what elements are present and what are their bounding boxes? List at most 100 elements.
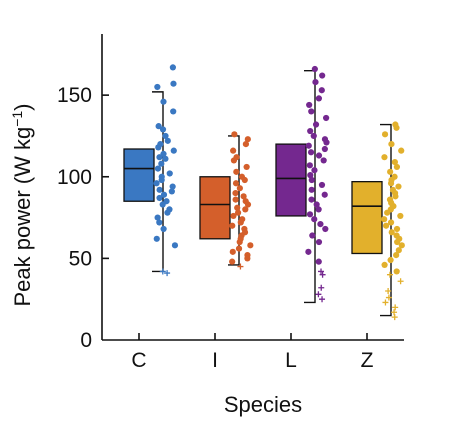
data-point bbox=[306, 162, 313, 169]
data-point bbox=[393, 225, 401, 233]
data-point bbox=[315, 152, 323, 159]
data-point bbox=[311, 65, 318, 73]
box-group-C bbox=[123, 64, 179, 277]
data-point bbox=[156, 186, 163, 193]
data-point bbox=[381, 131, 389, 138]
data-point bbox=[308, 186, 315, 193]
data-point bbox=[243, 163, 250, 171]
data-point bbox=[230, 212, 237, 220]
data-point bbox=[237, 219, 244, 226]
data-point bbox=[307, 127, 314, 135]
data-point bbox=[231, 131, 238, 138]
data-point bbox=[387, 180, 395, 187]
outlier-marker bbox=[385, 288, 392, 295]
data-point bbox=[387, 168, 394, 175]
data-point bbox=[320, 157, 327, 164]
y-axis-title-close: ) bbox=[10, 103, 35, 110]
data-point bbox=[160, 98, 167, 105]
data-point bbox=[395, 183, 402, 190]
data-point bbox=[394, 238, 401, 246]
data-point bbox=[229, 222, 236, 229]
y-tick-label: 100 bbox=[57, 166, 92, 189]
data-point bbox=[322, 225, 329, 233]
data-point bbox=[170, 147, 177, 154]
data-point bbox=[229, 258, 236, 265]
outlier-marker bbox=[318, 268, 325, 275]
data-point bbox=[169, 64, 176, 71]
data-point bbox=[153, 235, 160, 242]
data-point bbox=[393, 252, 400, 259]
data-point bbox=[321, 191, 328, 198]
data-point bbox=[312, 78, 319, 86]
data-point bbox=[159, 201, 166, 208]
data-point bbox=[244, 136, 251, 143]
data-point bbox=[308, 196, 315, 203]
data-point bbox=[230, 147, 237, 154]
data-point bbox=[240, 193, 247, 200]
data-point bbox=[388, 141, 395, 148]
y-axis-title: Peak power (W kg−1) bbox=[9, 103, 35, 306]
data-point bbox=[160, 225, 167, 233]
data-point bbox=[305, 248, 312, 255]
data-point bbox=[156, 219, 163, 226]
data-point bbox=[388, 229, 395, 236]
data-point bbox=[382, 222, 390, 229]
data-point bbox=[234, 209, 242, 216]
data-point bbox=[306, 211, 314, 218]
data-point bbox=[311, 216, 318, 223]
x-tick-label: I bbox=[212, 349, 218, 372]
data-point bbox=[391, 158, 398, 166]
data-point bbox=[384, 209, 391, 216]
data-point bbox=[308, 176, 315, 184]
y-axis: 0 50 100 150 bbox=[57, 34, 109, 352]
data-point bbox=[311, 167, 318, 174]
data-point bbox=[230, 157, 238, 164]
data-point bbox=[242, 206, 249, 213]
box-iqr bbox=[123, 148, 155, 202]
data-point bbox=[164, 209, 171, 216]
outlier-marker bbox=[237, 263, 244, 270]
outlier-marker bbox=[159, 268, 166, 275]
data-point bbox=[168, 188, 175, 195]
data-point bbox=[232, 196, 239, 203]
data-point bbox=[317, 220, 324, 228]
data-point bbox=[164, 137, 171, 144]
data-point bbox=[159, 126, 167, 133]
data-point bbox=[395, 247, 402, 254]
data-point bbox=[308, 108, 315, 115]
outlier-marker bbox=[391, 309, 398, 316]
data-point bbox=[312, 121, 320, 128]
data-point bbox=[247, 242, 254, 249]
data-point bbox=[170, 80, 177, 87]
y-tick-label: 0 bbox=[80, 329, 92, 352]
outlier-marker bbox=[386, 271, 393, 278]
outlier-marker bbox=[385, 294, 392, 301]
data-point bbox=[169, 183, 176, 190]
box-group-L bbox=[275, 65, 330, 304]
box-iqr bbox=[199, 176, 231, 240]
data-point bbox=[313, 201, 320, 208]
y-axis-title-main: Peak power (W kg bbox=[10, 127, 35, 307]
data-point bbox=[398, 147, 405, 154]
data-point bbox=[387, 219, 395, 226]
data-point bbox=[166, 170, 173, 177]
data-point bbox=[234, 204, 241, 211]
data-point bbox=[315, 238, 323, 246]
box-iqr bbox=[351, 181, 383, 255]
data-point bbox=[381, 261, 388, 269]
data-point bbox=[323, 139, 330, 146]
outlier-marker bbox=[392, 304, 399, 311]
data-point bbox=[387, 256, 394, 264]
box-iqr bbox=[275, 143, 307, 217]
x-tick-label: C bbox=[131, 349, 146, 372]
data-point bbox=[392, 193, 399, 200]
data-point bbox=[154, 83, 161, 91]
data-point bbox=[170, 108, 177, 115]
outlier-marker bbox=[319, 271, 326, 278]
y-ticks: 0 50 100 150 bbox=[57, 84, 109, 352]
boxes-layer bbox=[123, 64, 405, 321]
outlier-marker bbox=[315, 291, 322, 298]
